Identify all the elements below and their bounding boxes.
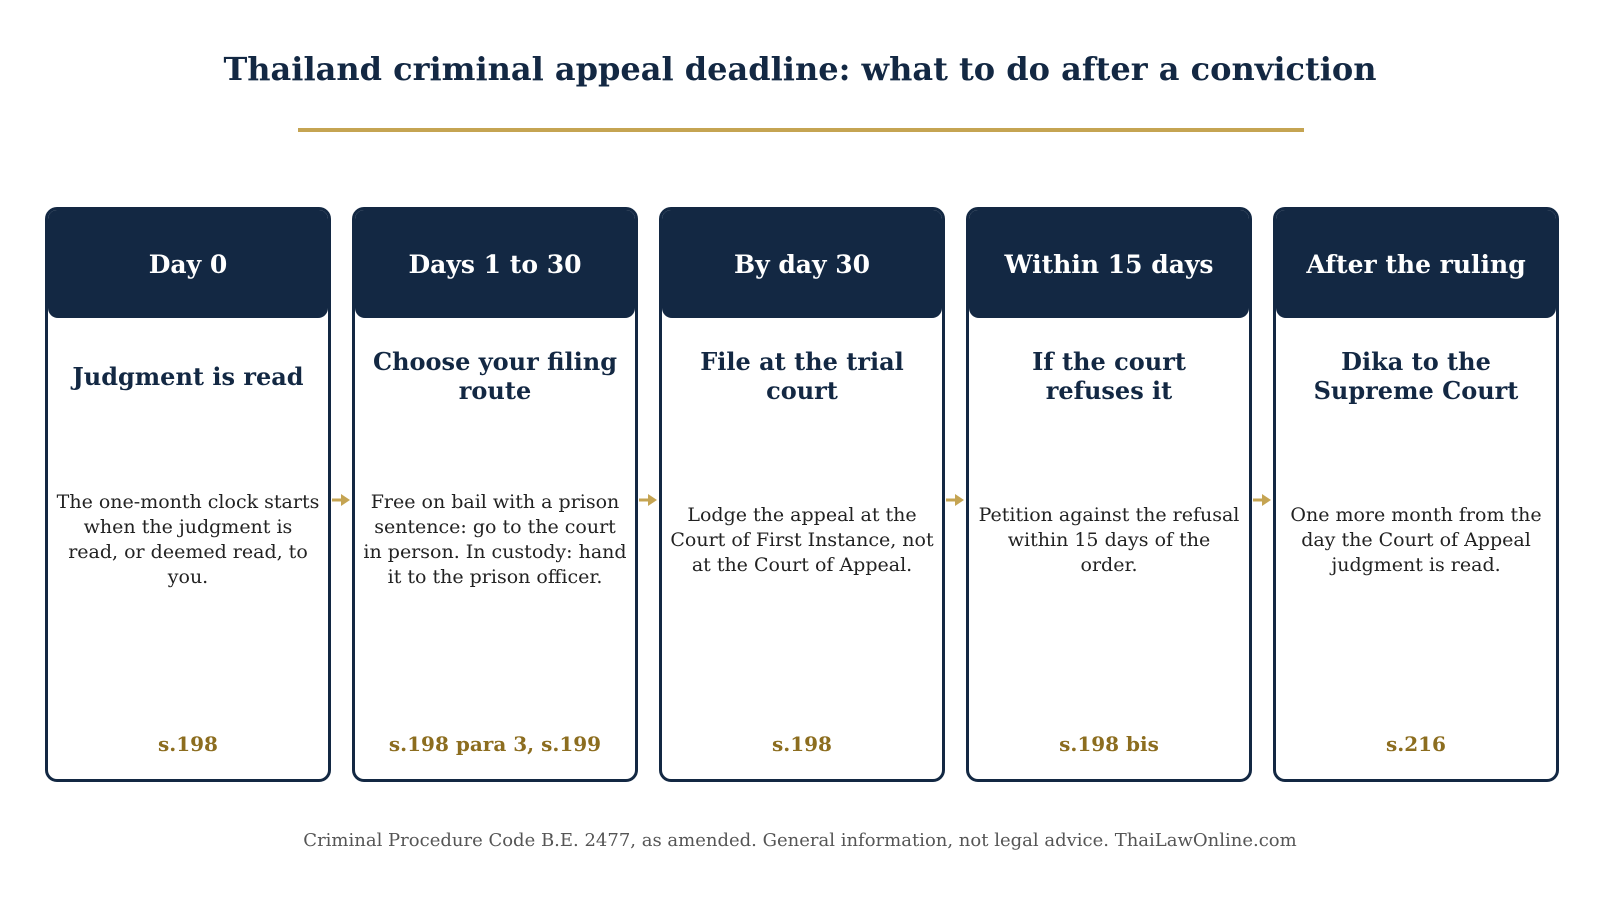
step-header: After the ruling <box>1276 210 1556 318</box>
step-title: Dika to the Supreme Court <box>1313 347 1519 405</box>
step-section-reference: s.198 <box>158 732 218 756</box>
arrow-right-icon <box>946 494 964 506</box>
arrow-right-icon <box>332 494 350 506</box>
step-header: Within 15 days <box>969 210 1249 318</box>
step-header-label: Within 15 days <box>1004 249 1214 279</box>
step-section-reference: s.198 <box>772 732 832 756</box>
step-section-reference: s.198 para 3, s.199 <box>388 732 602 756</box>
step-header: Days 1 to 30 <box>355 210 635 318</box>
arrow-right-icon <box>1253 494 1271 506</box>
step-description: Lodge the appeal at the Court of First I… <box>670 503 934 576</box>
step-description: The one-month clock starts when the judg… <box>56 491 320 588</box>
step-title: Judgment is read <box>72 361 304 391</box>
step-title: File at the trial court <box>700 347 904 405</box>
step-title: If the court refuses it <box>1032 347 1186 405</box>
page-title: Thailand criminal appeal deadline: what … <box>223 50 1377 88</box>
step-title: Choose your filing route <box>372 347 618 405</box>
step-card-within-15-days: Within 15 days If the court refuses it P… <box>966 207 1252 782</box>
step-description: Free on bail with a prison sentence: go … <box>363 491 627 588</box>
step-card-day-0: Day 0 Judgment is read The one-month clo… <box>45 207 331 782</box>
step-description: Petition against the refusal within 15 d… <box>978 503 1240 576</box>
step-description: One more month from the day the Court of… <box>1290 503 1542 576</box>
footer-note: Criminal Procedure Code B.E. 2477, as am… <box>303 830 1297 851</box>
step-section-reference: s.198 bis <box>1059 732 1159 756</box>
arrow-right-icon <box>639 494 657 506</box>
step-card-after-the-ruling: After the ruling Dika to the Supreme Cou… <box>1273 207 1559 782</box>
step-header: By day 30 <box>662 210 942 318</box>
step-section-reference: s.216 <box>1386 732 1446 756</box>
step-header-label: Days 1 to 30 <box>408 249 582 279</box>
step-header-label: By day 30 <box>733 249 871 279</box>
step-header: Day 0 <box>48 210 328 318</box>
step-card-by-day-30: By day 30 File at the trial court Lodge … <box>659 207 945 782</box>
step-card-days-1-to-30: Days 1 to 30 Choose your filing route Fr… <box>352 207 638 782</box>
step-header-label: After the ruling <box>1306 249 1526 279</box>
step-header-label: Day 0 <box>148 249 228 279</box>
title-underline <box>298 128 1304 132</box>
